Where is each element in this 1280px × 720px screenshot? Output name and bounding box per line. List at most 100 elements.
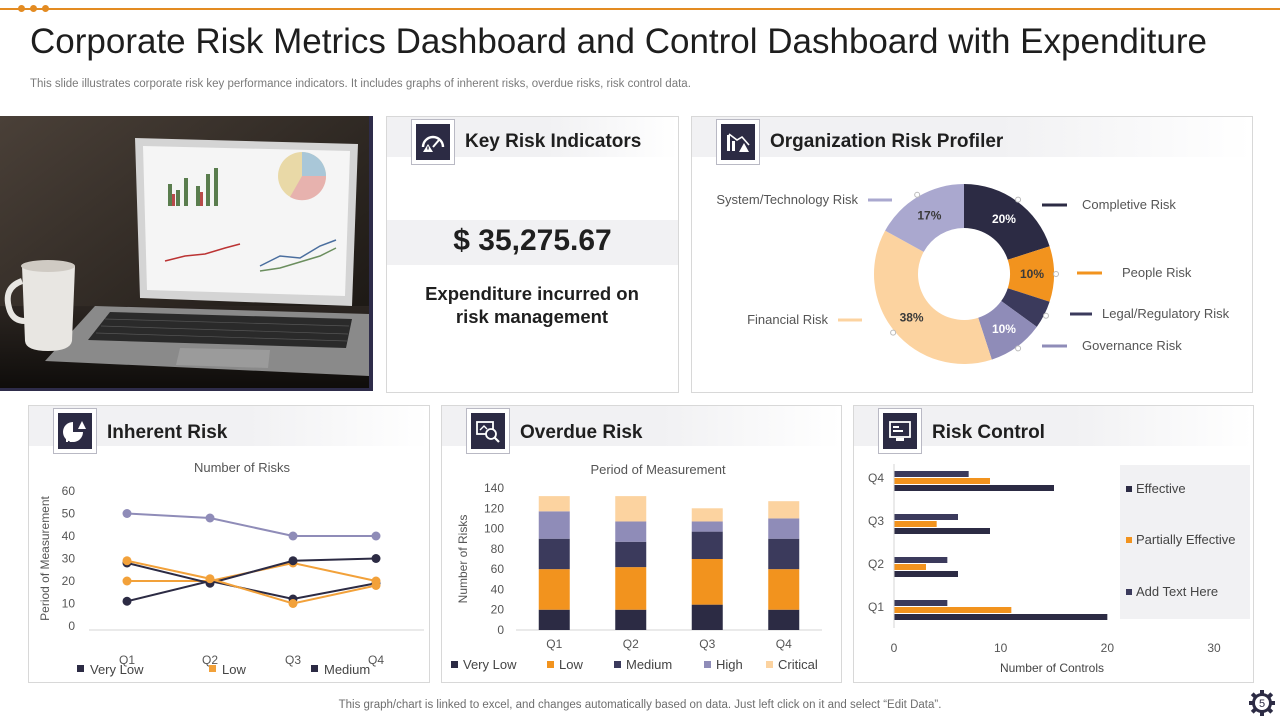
kri-value-band xyxy=(387,220,678,265)
data-point[interactable] xyxy=(122,576,132,586)
bar-segment[interactable] xyxy=(768,501,800,519)
bar-segment[interactable] xyxy=(615,567,647,610)
bar-segment[interactable] xyxy=(768,609,800,630)
bar[interactable] xyxy=(894,571,958,577)
series-line-3[interactable] xyxy=(126,559,377,605)
bar-segment[interactable] xyxy=(691,604,723,630)
legend-label: Critical xyxy=(778,657,818,672)
overdue-risk-panel: Overdue Risk Period of Measurement Number… xyxy=(441,405,842,683)
bar-segment[interactable] xyxy=(691,521,723,532)
legend-swatch xyxy=(1126,589,1132,595)
data-point[interactable] xyxy=(371,554,381,563)
bar-segment[interactable] xyxy=(768,538,800,570)
bar-segment[interactable] xyxy=(615,521,647,542)
data-point[interactable] xyxy=(122,596,132,606)
page-subtitle: This slide illustrates corporate risk ke… xyxy=(30,78,691,90)
bar-segment[interactable] xyxy=(538,538,570,570)
pie-slice-1[interactable] xyxy=(1007,246,1054,302)
legend-label: Medium xyxy=(626,657,672,672)
y-tick-label: Q4 xyxy=(868,471,884,485)
series-line-0[interactable] xyxy=(126,579,377,603)
y-tick-label: 100 xyxy=(484,522,504,536)
data-point[interactable] xyxy=(371,531,381,541)
legend-label: Partially Effective xyxy=(1136,532,1235,547)
y-tick-label: 40 xyxy=(62,529,76,543)
chart-title: Number of Risks xyxy=(194,460,291,475)
inherent-icon-box xyxy=(53,408,97,454)
data-point[interactable] xyxy=(371,581,381,590)
y-tick-label: 20 xyxy=(62,574,76,588)
bar-segment[interactable] xyxy=(538,569,570,610)
overdue-title: Overdue Risk xyxy=(520,422,643,443)
series-line-4[interactable] xyxy=(126,512,376,537)
bar-segment[interactable] xyxy=(615,541,647,568)
pie-slice-3[interactable] xyxy=(978,301,1037,360)
data-point[interactable] xyxy=(122,556,132,566)
pie-legend-label-2: Legal/Regulatory Risk xyxy=(1102,306,1230,321)
legend-swatch xyxy=(1126,537,1132,543)
bar[interactable] xyxy=(894,514,958,520)
bar-segment[interactable] xyxy=(538,609,570,630)
bar-segment[interactable] xyxy=(538,511,570,539)
x-tick-label: Q3 xyxy=(285,653,301,667)
leader-dot-3 xyxy=(1015,345,1022,352)
data-point[interactable] xyxy=(122,509,132,518)
pie-slice-5[interactable] xyxy=(885,184,964,252)
legend-swatch xyxy=(1126,486,1132,492)
data-point[interactable] xyxy=(288,531,298,541)
x-tick-label: 10 xyxy=(994,641,1008,655)
pie-legend-label-1: People Risk xyxy=(1122,265,1192,280)
bar-segment[interactable] xyxy=(538,496,570,512)
bar[interactable] xyxy=(894,564,926,570)
risk-control-panel: Risk Control Q1 Q2 Q3 Q4 0 10 20 30 Number of Co… xyxy=(853,405,1254,683)
inherent-risk-line-chart: Number of Risks Period of Measurement 0 10 2… xyxy=(38,460,424,677)
data-point[interactable] xyxy=(205,513,215,523)
x-tick-label: Q3 xyxy=(699,637,715,651)
page-number-badge[interactable]: 5 xyxy=(1248,689,1276,717)
bar[interactable] xyxy=(894,614,1108,620)
y-tick-label: 80 xyxy=(491,542,505,556)
pie-data-label-0: 20% xyxy=(992,212,1016,226)
bar[interactable] xyxy=(894,607,1012,613)
legend-swatch xyxy=(766,661,773,668)
bar-segment[interactable] xyxy=(691,559,723,605)
laptop-photo xyxy=(0,116,373,391)
bar[interactable] xyxy=(894,478,990,484)
top-dots-decoration xyxy=(18,4,54,14)
pie-slice-4[interactable] xyxy=(874,230,992,364)
bar[interactable] xyxy=(894,485,1054,491)
bar-segment[interactable] xyxy=(615,496,647,522)
overdue-risk-bar-chart: Period of Measurement Number of Risks 0 20 4… xyxy=(451,462,822,672)
bar-segment[interactable] xyxy=(768,518,800,539)
leader-dot-1 xyxy=(1053,271,1059,277)
bar[interactable] xyxy=(894,471,969,477)
kri-icon-box xyxy=(411,119,455,165)
y-tick-label: 40 xyxy=(491,582,505,596)
bar-segment[interactable] xyxy=(768,569,800,610)
y-tick-label: Q2 xyxy=(868,557,884,571)
pie-slice-2[interactable] xyxy=(1001,288,1050,327)
bar[interactable] xyxy=(894,521,937,527)
legend-label: Medium xyxy=(324,662,370,677)
y-tick-label: 120 xyxy=(484,501,504,515)
bar-segment[interactable] xyxy=(615,609,647,630)
legend-swatch xyxy=(451,661,458,668)
bar[interactable] xyxy=(894,528,990,534)
x-tick-label: Q1 xyxy=(546,637,562,651)
risk-control-bar-chart: Q1 Q2 Q3 Q4 0 10 20 30 Number of Controls Effecti… xyxy=(868,464,1250,675)
data-point[interactable] xyxy=(288,599,298,608)
bar[interactable] xyxy=(894,557,948,563)
data-point[interactable] xyxy=(288,556,298,566)
pie-slice-0[interactable] xyxy=(964,184,1050,260)
bar[interactable] xyxy=(894,600,948,606)
bar-segment[interactable] xyxy=(691,531,723,559)
y-tick-label: Q1 xyxy=(868,600,884,614)
data-point[interactable] xyxy=(205,574,215,584)
y-tick-label: 60 xyxy=(491,562,505,576)
inherent-risk-panel: Inherent Risk Number of Risks Period of M… xyxy=(28,405,430,683)
series-line-2[interactable] xyxy=(126,557,377,585)
legend-label: Effective xyxy=(1136,481,1186,496)
y-axis-label: Number of Risks xyxy=(456,515,470,604)
kri-title: Key Risk Indicators xyxy=(465,131,642,152)
bar-segment[interactable] xyxy=(691,508,723,522)
